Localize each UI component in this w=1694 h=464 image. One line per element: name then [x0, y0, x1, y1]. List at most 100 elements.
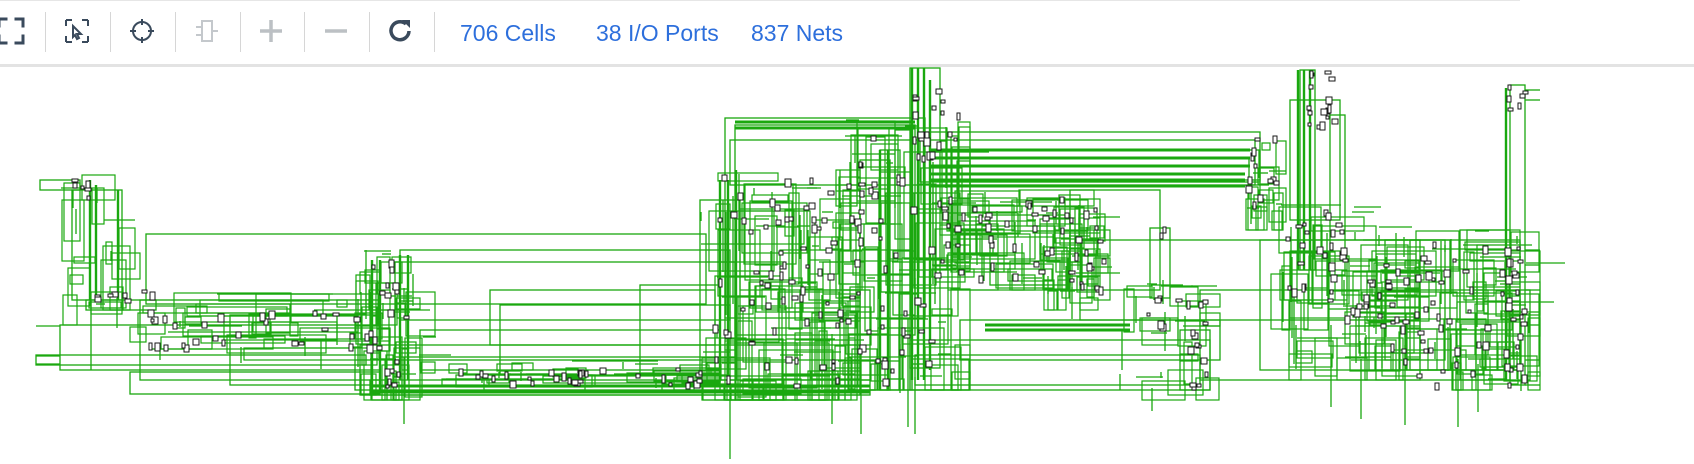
net-wire [1415, 230, 1460, 272]
cell-instance [839, 318, 844, 323]
cell-instance [1401, 348, 1407, 354]
cell-instance [561, 372, 567, 382]
cell-instance [687, 376, 694, 383]
cell-instance [1031, 212, 1039, 217]
net-wire [142, 305, 208, 314]
cell-instance [1187, 346, 1195, 355]
cell-instance [1506, 95, 1512, 103]
cell-instance [1093, 207, 1098, 213]
net-wire [336, 299, 348, 308]
net-wire [364, 269, 381, 284]
cell-instance [1253, 163, 1258, 169]
net-wire [723, 386, 764, 401]
cell-instance [1380, 323, 1387, 329]
cell-instance [668, 382, 673, 387]
cell-instance [956, 112, 961, 121]
schematic-netlist-drawing[interactable] [0, 67, 1694, 461]
cell-instance [1520, 321, 1528, 327]
cell-instance [379, 290, 386, 296]
cell-instance [1438, 280, 1445, 285]
cell-instance [107, 293, 114, 298]
cell-instance [779, 271, 784, 281]
cell-instance [1344, 315, 1351, 325]
cell-instance [1295, 224, 1303, 229]
net-wire [289, 322, 299, 337]
net-wire [1375, 339, 1397, 381]
zoom-out-button[interactable] [319, 14, 353, 48]
cell-instance [1272, 135, 1278, 144]
io-ports-count-link[interactable]: 38 I/O Ports [596, 20, 719, 46]
net-wire [1245, 198, 1265, 231]
cell-instance [1330, 229, 1336, 238]
net-wire [885, 192, 937, 286]
schematic-canvas[interactable] [0, 67, 1694, 461]
cell-instance [916, 153, 921, 161]
fit-to-window-button[interactable] [0, 14, 28, 48]
cell-instance [1430, 300, 1436, 306]
cell-instance [1267, 178, 1274, 184]
cell-instance [961, 212, 966, 222]
cell-instance [849, 215, 855, 224]
toolbar-separator [369, 12, 370, 52]
net-wire [483, 378, 586, 391]
cell-instance [1504, 363, 1511, 372]
net-wire [542, 375, 667, 384]
cell-instance [718, 278, 723, 288]
cell-instance [1476, 341, 1482, 349]
cell-instance [978, 275, 984, 284]
net-wire [1141, 380, 1186, 401]
net-wire [931, 268, 975, 278]
cell-instance [856, 291, 861, 296]
cell-instance [364, 333, 370, 342]
net-wire [1314, 337, 1338, 377]
net-wire [835, 212, 861, 299]
cell-instance [819, 364, 827, 371]
crosshair-button[interactable] [125, 14, 159, 48]
cell-instance [849, 295, 856, 300]
cell-instance [1434, 382, 1440, 391]
cell-instance [1049, 247, 1055, 256]
net-wire [405, 291, 436, 337]
cell-instance [765, 302, 772, 310]
cell-instance [1400, 325, 1406, 335]
cell-instance [235, 331, 242, 339]
net-wire [702, 385, 732, 401]
refresh-button[interactable] [383, 14, 417, 48]
cell-instance [893, 252, 899, 259]
cell-instance [1377, 313, 1383, 319]
net-wire [784, 209, 795, 237]
select-area-button[interactable] [60, 14, 94, 48]
cell-instance [954, 225, 962, 233]
cell-instance [912, 136, 917, 145]
cell-instance [1469, 286, 1474, 295]
net-wire [251, 322, 272, 335]
cell-instance [1245, 185, 1253, 194]
cell-instance [1462, 269, 1470, 274]
toolbar-separator [45, 12, 46, 52]
net-wire [1069, 264, 1093, 304]
net-wire [67, 267, 91, 307]
cell-instance [1470, 370, 1476, 378]
cell-instance [391, 382, 398, 388]
net-wire [1093, 229, 1111, 257]
cell-instance [384, 292, 392, 299]
cell-instance [1324, 70, 1332, 75]
toolbar-separator [175, 12, 176, 52]
hierarchy-button[interactable] [190, 14, 224, 48]
net-wire [715, 203, 731, 230]
net-wire [913, 192, 961, 289]
net-wire [839, 250, 863, 291]
cell-instances [71, 70, 1529, 391]
net-wire [62, 294, 78, 326]
cell-instance [1084, 249, 1089, 257]
nets-count-link[interactable]: 837 Nets [751, 20, 844, 46]
cell-instance [1510, 317, 1517, 322]
cell-instance [871, 181, 878, 188]
cells-count-link[interactable]: 706 Cells [460, 20, 556, 46]
net-wire [1483, 366, 1519, 385]
cell-instance [1420, 255, 1428, 262]
net-wire [1123, 288, 1135, 333]
cell-instance [1424, 260, 1432, 265]
net-wire [186, 306, 288, 317]
zoom-in-button[interactable] [254, 14, 288, 48]
